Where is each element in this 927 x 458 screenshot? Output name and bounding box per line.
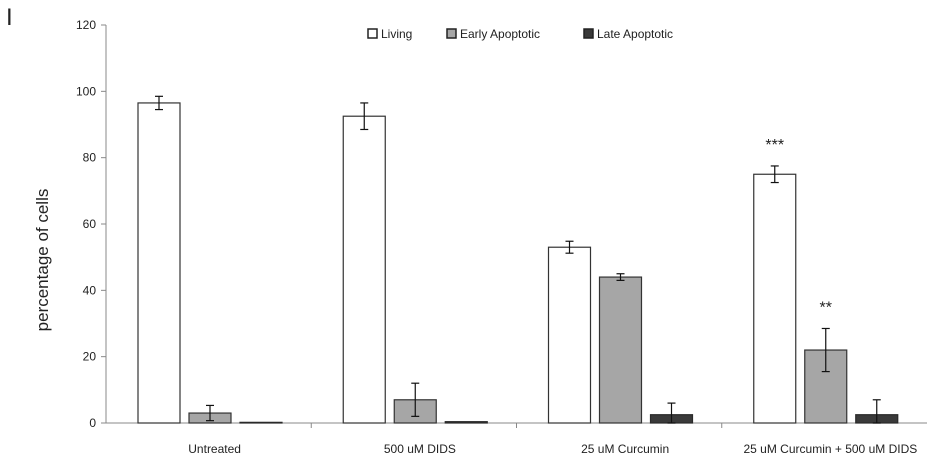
legend-label-late-apoptotic: Late Apoptotic: [597, 27, 673, 41]
bar-living: [753, 173, 797, 424]
bar-early-apoptotic: [598, 276, 643, 424]
legend-label-early-apoptotic: Early Apoptotic: [460, 27, 540, 41]
significance-marker: **: [820, 299, 832, 316]
y-axis-label: percentage of cells: [33, 189, 52, 332]
bar-late-apoptotic: [444, 421, 488, 424]
panel-label: I: [6, 4, 13, 31]
legend-swatch-living: [367, 28, 378, 39]
bar-late-apoptotic: [239, 421, 283, 424]
bar-living: [342, 115, 386, 424]
y-tick-label: 120: [76, 18, 96, 32]
bar-series-group: *****: [137, 95, 899, 424]
category-label: 500 uM DIDS: [384, 442, 456, 456]
category-label: Untreated: [188, 442, 241, 456]
bar-living: [547, 246, 592, 424]
y-tick-label: 80: [83, 151, 97, 165]
legend-label-living: Living: [381, 27, 412, 41]
legend-swatch-late-apoptotic: [583, 28, 594, 39]
y-tick-label: 40: [83, 283, 97, 297]
category-label: 25 uM Curcumin + 500 uM DIDS: [744, 442, 918, 456]
y-axis: 0 20 40 60 80 100 120: [76, 18, 107, 430]
y-tick-label: 100: [76, 84, 96, 98]
category-label: 25 uM Curcumin: [581, 442, 669, 456]
bar-living: [137, 102, 181, 424]
x-axis: Untreated 500 uM DIDS 25 uM Curcumin 25 uM …: [106, 422, 927, 456]
y-tick-label: 20: [83, 350, 97, 364]
y-tick-label: 0: [89, 416, 96, 430]
legend-swatch-early-apoptotic: [446, 28, 457, 39]
legend: Living Early Apoptotic Late Apoptotic: [367, 27, 673, 41]
significance-marker: ***: [765, 137, 784, 154]
y-tick-label: 60: [83, 217, 97, 231]
